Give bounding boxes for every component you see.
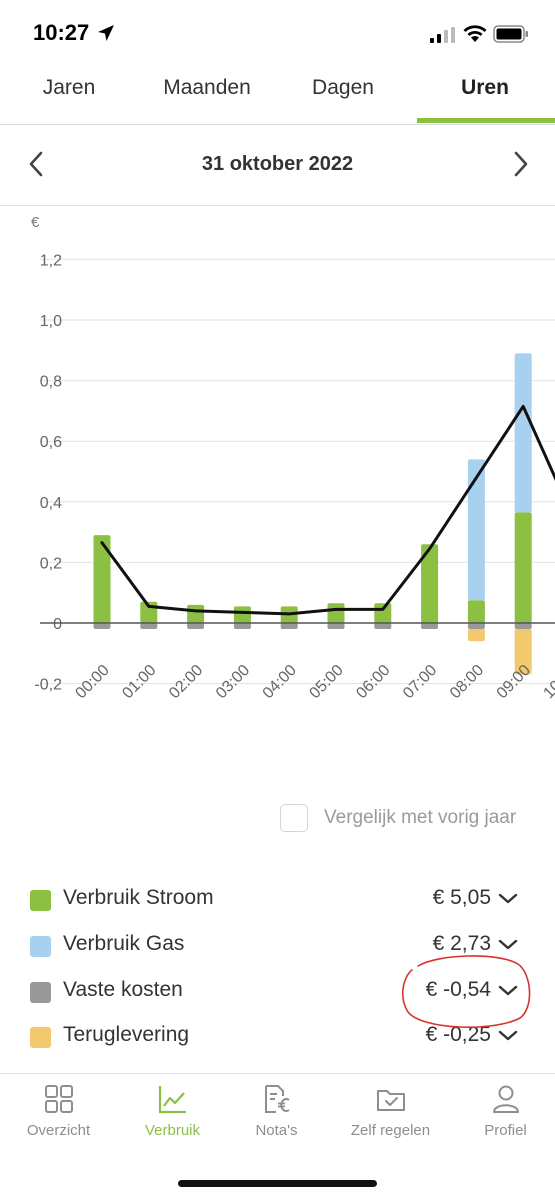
x-tick-label: 00:00 bbox=[72, 662, 112, 702]
x-tick-label: 07:00 bbox=[400, 662, 440, 702]
location-arrow-icon bbox=[97, 24, 115, 42]
legend-name: Vaste kosten bbox=[63, 978, 183, 1002]
active-tab-indicator bbox=[417, 118, 555, 123]
red-annotation-circle bbox=[398, 952, 534, 1032]
legend-item-stroom[interactable]: Verbruik Stroom € 5,05 bbox=[0, 880, 555, 920]
selected-date: 31 oktober 2022 bbox=[0, 153, 555, 176]
bar-segment bbox=[421, 623, 438, 629]
bar-segment bbox=[468, 623, 485, 629]
x-tick-label: 04:00 bbox=[260, 662, 300, 702]
legend-name: Teruglevering bbox=[63, 1023, 189, 1047]
legend-swatch bbox=[30, 890, 51, 911]
bar-segment bbox=[468, 600, 485, 623]
bar-segment bbox=[187, 623, 204, 629]
tab-jaren[interactable]: Jaren bbox=[9, 76, 129, 100]
grid-icon bbox=[44, 1084, 74, 1114]
nav-label: Zelf regelen bbox=[335, 1122, 446, 1139]
y-tick-label: 0 bbox=[53, 616, 62, 633]
chart-bars bbox=[94, 353, 555, 674]
bar-segment bbox=[328, 623, 345, 629]
chart-line-icon bbox=[158, 1084, 188, 1114]
x-tick-label: 08:00 bbox=[447, 662, 487, 702]
nav-label: Overzicht bbox=[3, 1122, 114, 1139]
bar-segment bbox=[94, 623, 111, 629]
nav-label: Profiel bbox=[450, 1122, 555, 1139]
wifi-icon bbox=[462, 24, 488, 44]
nav-profiel[interactable]: Profiel bbox=[450, 1084, 555, 1139]
signal-icon bbox=[430, 27, 456, 43]
nav-overzicht[interactable]: Overzicht bbox=[3, 1084, 114, 1139]
nav-label: Nota's bbox=[221, 1122, 332, 1139]
legend-amount: € 5,05 bbox=[433, 886, 491, 910]
nav-label: Verbruik bbox=[117, 1122, 228, 1139]
bar-segment bbox=[234, 623, 251, 629]
legend-name: Verbruik Stroom bbox=[63, 886, 214, 910]
total-cost-line bbox=[102, 406, 555, 614]
invoice-euro-icon bbox=[262, 1084, 292, 1114]
folder-check-icon bbox=[376, 1084, 406, 1114]
y-tick-label: -0,2 bbox=[34, 677, 62, 694]
chevron-right-icon[interactable] bbox=[505, 149, 535, 179]
compare-label: Vergelijk met vorig jaar bbox=[324, 807, 516, 829]
bar-segment bbox=[515, 623, 532, 629]
period-tabs: Jaren Maanden Dagen Uren bbox=[0, 62, 555, 125]
y-tick-label: 0,4 bbox=[40, 495, 62, 512]
nav-notas[interactable]: Nota's bbox=[221, 1084, 332, 1139]
status-time: 10:27 bbox=[33, 20, 89, 46]
date-navigation: 31 oktober 2022 bbox=[0, 125, 555, 206]
bar-segment bbox=[281, 623, 298, 629]
home-indicator bbox=[178, 1180, 377, 1187]
y-tick-label: 1,2 bbox=[40, 252, 62, 269]
y-axis-ticks: 1,2 1,0 0,8 0,6 0,4 0,2 0 -0,2 bbox=[34, 252, 62, 693]
chevron-down-icon[interactable] bbox=[498, 938, 518, 952]
x-tick-label: 05:00 bbox=[306, 662, 346, 702]
tab-dagen[interactable]: Dagen bbox=[283, 76, 403, 100]
bar-segment bbox=[328, 603, 345, 623]
legend-swatch bbox=[30, 1027, 51, 1048]
battery-icon bbox=[493, 25, 529, 43]
nav-verbruik[interactable]: Verbruik bbox=[117, 1084, 228, 1139]
bar-segment bbox=[374, 603, 391, 623]
bar-segment bbox=[468, 459, 485, 600]
x-tick-label: 03:00 bbox=[213, 662, 253, 702]
bar-segment bbox=[140, 623, 157, 629]
tab-uren[interactable]: Uren bbox=[425, 76, 545, 100]
y-tick-label: 0,2 bbox=[40, 555, 62, 572]
legend-name: Verbruik Gas bbox=[63, 932, 184, 956]
chevron-down-icon[interactable] bbox=[498, 892, 518, 906]
x-tick-label: 10:00 bbox=[540, 662, 555, 702]
compare-checkbox[interactable] bbox=[280, 804, 308, 832]
bar-segment bbox=[515, 512, 532, 623]
status-bar: 10:27 bbox=[0, 0, 555, 70]
nav-zelf-regelen[interactable]: Zelf regelen bbox=[335, 1084, 446, 1139]
bar-segment bbox=[187, 605, 204, 623]
person-icon bbox=[491, 1084, 521, 1114]
tab-maanden[interactable]: Maanden bbox=[147, 76, 267, 100]
bar-segment bbox=[468, 629, 485, 641]
y-tick-label: 0,6 bbox=[40, 434, 62, 451]
x-tick-label: 02:00 bbox=[166, 662, 206, 702]
y-tick-label: 1,0 bbox=[40, 313, 62, 330]
y-tick-label: 0,8 bbox=[40, 374, 62, 391]
x-tick-label: 06:00 bbox=[353, 662, 393, 702]
bar-segment bbox=[374, 623, 391, 629]
x-tick-label: 01:00 bbox=[119, 662, 159, 702]
y-axis-label: € bbox=[31, 214, 40, 231]
legend-swatch bbox=[30, 936, 51, 957]
legend-swatch bbox=[30, 982, 51, 1003]
bar-segment bbox=[515, 353, 532, 512]
bar-segment bbox=[234, 606, 251, 623]
